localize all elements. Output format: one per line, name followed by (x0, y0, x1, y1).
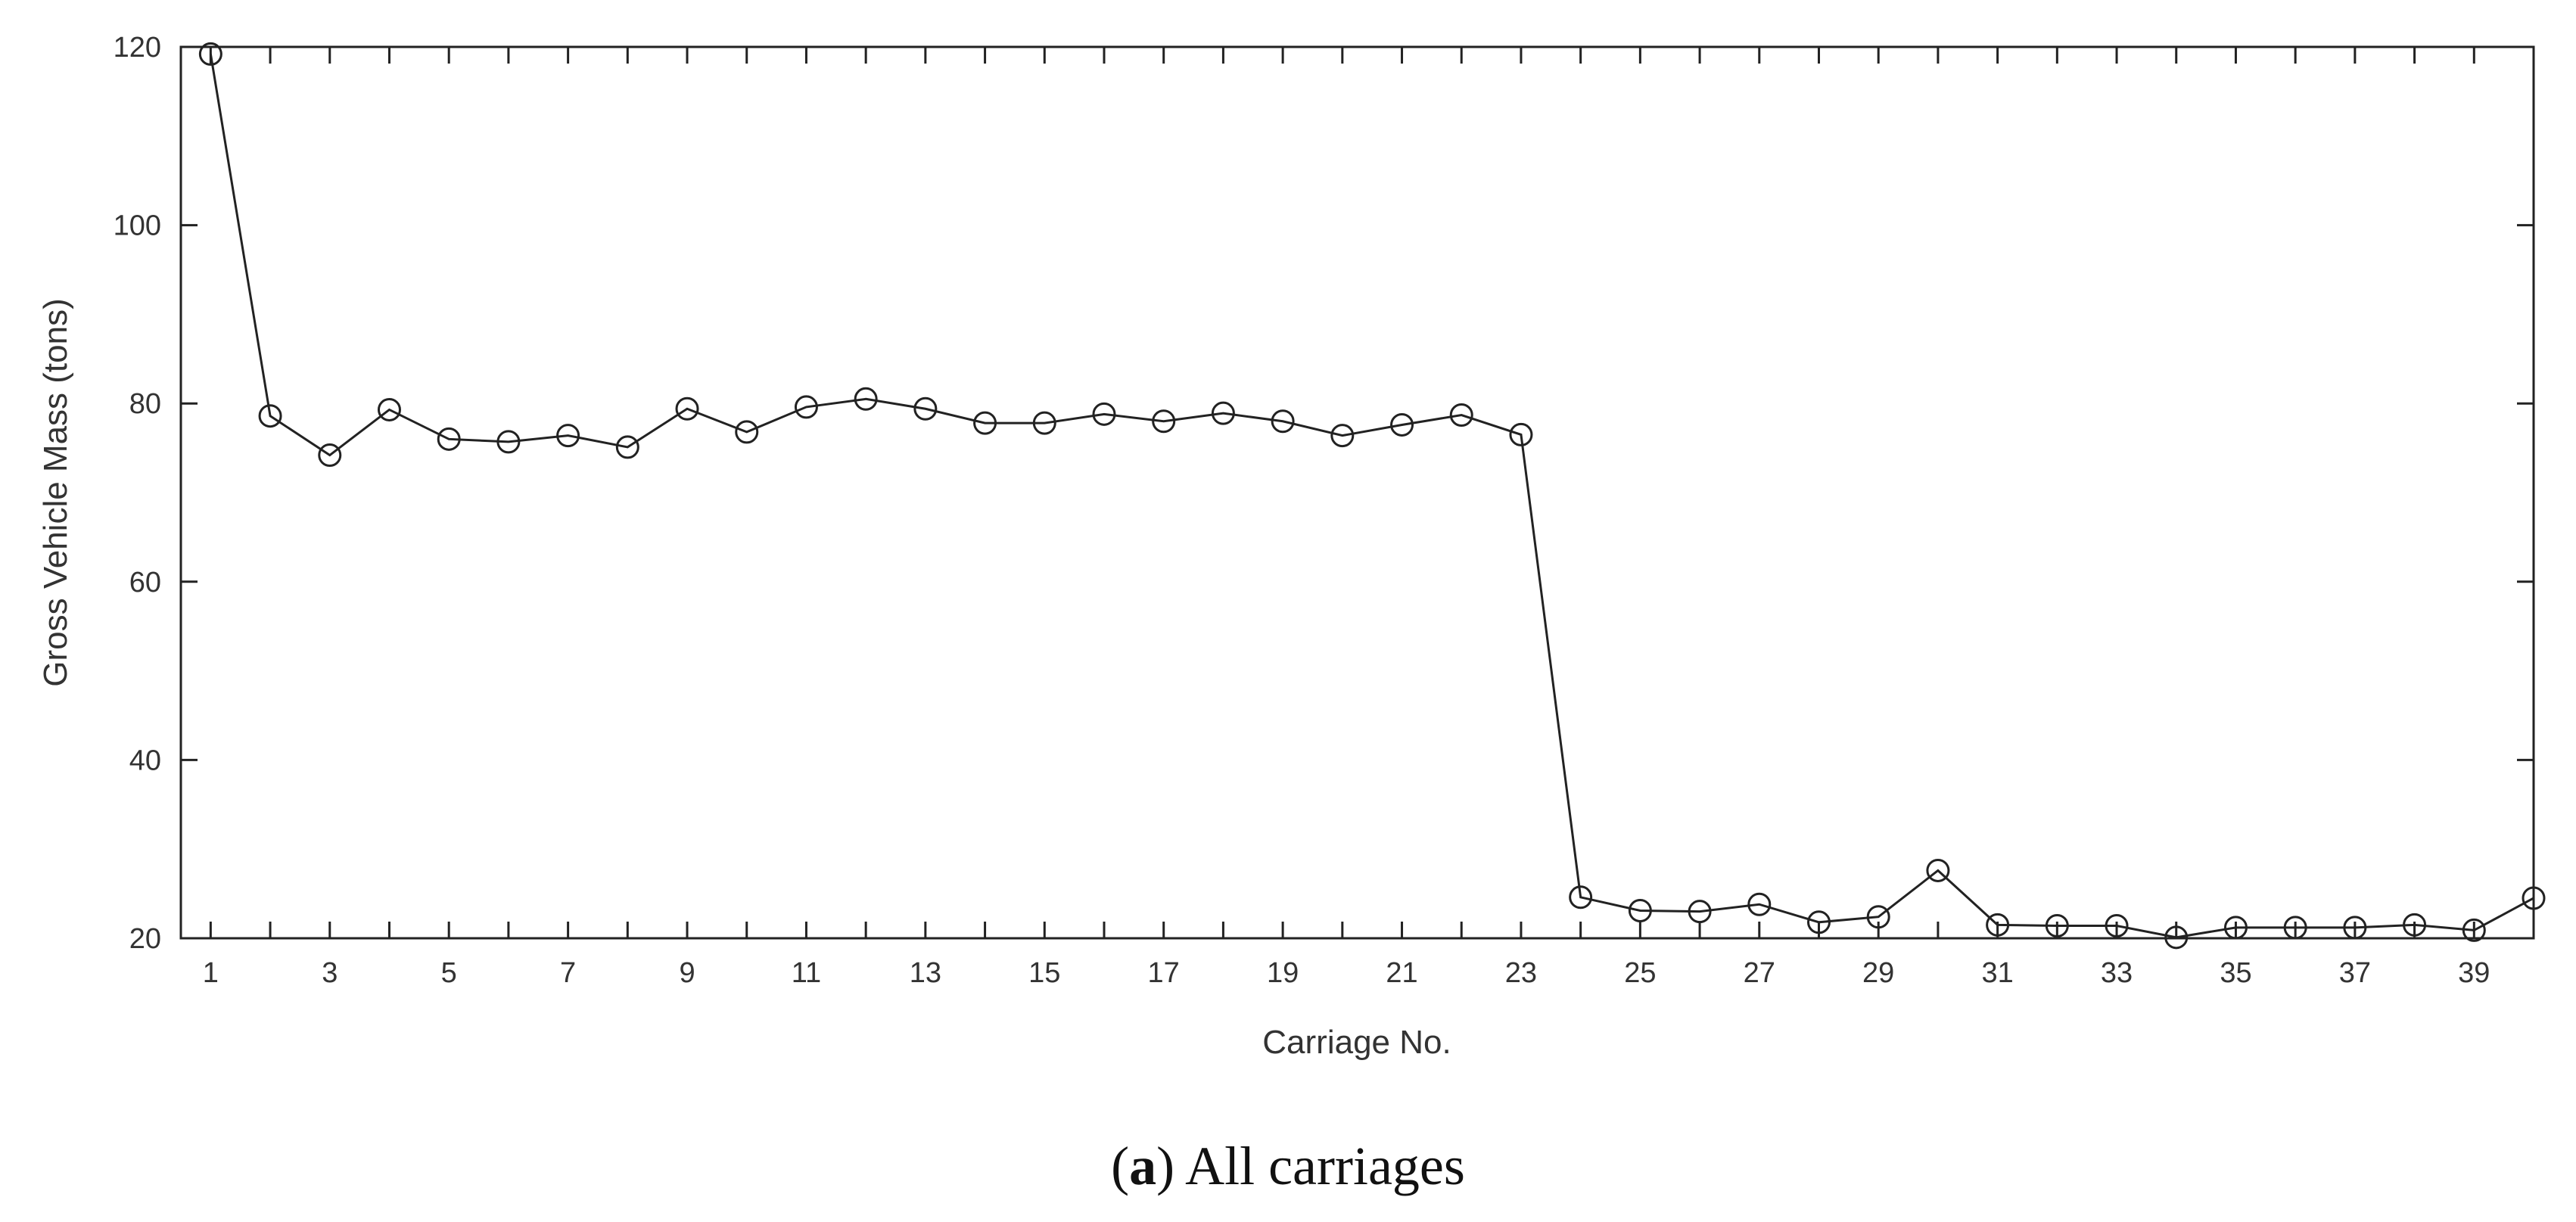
y-tick-label: 100 (114, 210, 161, 242)
data-point (318, 443, 342, 468)
y-tick-label: 20 (129, 923, 161, 955)
data-point (2343, 916, 2367, 940)
x-tick-label: 17 (1148, 957, 1180, 989)
data-point (496, 430, 521, 454)
data-point (794, 395, 818, 419)
x-tick-label: 29 (1862, 957, 1894, 989)
series-line (209, 54, 2534, 939)
data-point (1628, 898, 1652, 922)
data-point (437, 427, 461, 451)
data-point (1152, 409, 1176, 434)
data-point (1569, 885, 1593, 910)
data-point (1390, 412, 1414, 437)
data-point (1509, 422, 1533, 446)
tick-labels: 1 3 5 7 9 11 13 15 17 19 21 23 25 27 29 31 33 35 37 3920406… (114, 32, 2490, 989)
data-point (2403, 913, 2427, 937)
y-tick-label: 80 (129, 388, 161, 420)
data-point (1449, 403, 1473, 428)
x-tick-label: 1 (203, 957, 219, 989)
x-tick-label: 21 (1386, 957, 1417, 989)
data-point (1330, 424, 1355, 448)
data-point (2283, 916, 2307, 940)
y-tick-label: 120 (114, 32, 161, 64)
x-tick-label: 39 (2458, 957, 2490, 989)
caption-label: a (1129, 1136, 1157, 1196)
data-point (1926, 858, 1950, 882)
x-tick-label: 9 (679, 957, 695, 989)
y-tick-label: 40 (129, 745, 161, 776)
data-point (913, 396, 938, 421)
data-point (2164, 925, 2189, 950)
data-point (2462, 918, 2486, 942)
x-tick-label: 35 (2220, 957, 2251, 989)
x-tick-label: 15 (1028, 957, 1060, 989)
data-point (675, 396, 699, 421)
data-point (854, 387, 878, 411)
data-point (2105, 914, 2129, 938)
data-point (1688, 900, 1712, 924)
data-point (258, 404, 282, 428)
x-tick-label: 25 (1624, 957, 1656, 989)
x-tick-label: 31 (1981, 957, 2013, 989)
data-point (556, 424, 580, 448)
x-tick-label: 11 (792, 957, 821, 989)
data-point (377, 397, 401, 421)
data-point (198, 42, 222, 66)
y-tick-label: 60 (129, 567, 161, 599)
x-tick-label: 19 (1267, 957, 1299, 989)
x-tick-label: 3 (322, 957, 338, 989)
y-axis-title: Gross Vehicle Mass (tons) (37, 298, 74, 687)
x-tick-label: 23 (1505, 957, 1537, 989)
x-tick-label: 7 (560, 957, 576, 989)
data-point (2223, 916, 2248, 940)
data-point (1806, 910, 1831, 934)
data-point (1032, 411, 1056, 435)
x-tick-label: 37 (2339, 957, 2371, 989)
data-point (1271, 409, 1295, 434)
data-point (2522, 886, 2546, 910)
data-point (2045, 914, 2069, 938)
x-tick-label: 5 (441, 957, 457, 989)
x-tick-label: 13 (910, 957, 941, 989)
data-point (615, 435, 639, 459)
x-tick-label: 27 (1744, 957, 1775, 989)
x-axis-title: Carriage No. (1262, 1024, 1451, 1061)
data-markers (198, 42, 2546, 950)
data-point (1092, 402, 1116, 426)
x-tick-label: 33 (2101, 957, 2133, 989)
data-point (1747, 892, 1772, 916)
caption-text: All carriages (1185, 1136, 1465, 1196)
data-point (973, 411, 997, 435)
data-point (1866, 905, 1890, 929)
data-point (1986, 913, 2010, 937)
data-point (1211, 401, 1235, 425)
figure-caption: (a) All carriages (1111, 1136, 1465, 1196)
data-point (735, 420, 759, 444)
plot-area (179, 45, 2535, 940)
